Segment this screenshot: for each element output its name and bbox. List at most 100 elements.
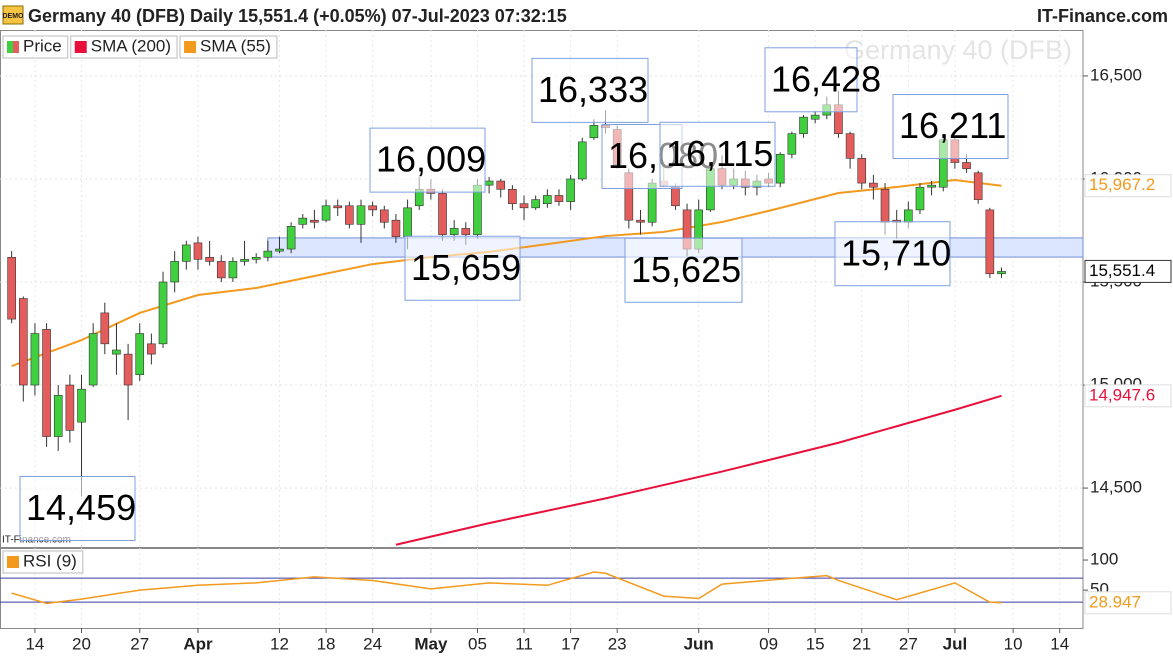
legend-swatch (7, 41, 13, 53)
legend-box (2, 35, 69, 59)
legend-label: SMA (55) (200, 36, 271, 55)
rsi-last-label: 28.947 (1089, 592, 1141, 611)
annotation-box (892, 94, 1009, 160)
candle-body (30, 333, 40, 386)
candle-body (810, 114, 820, 120)
annotation-box (369, 127, 486, 193)
candle-body (205, 256, 214, 262)
annotation-box (624, 237, 743, 303)
legend-box (2, 550, 84, 574)
candle-body (403, 207, 412, 237)
annotation-box (19, 476, 136, 542)
candle-body (799, 116, 808, 134)
candle-body (42, 329, 51, 437)
candle-body (496, 180, 506, 190)
x-tick-label: 23 (608, 634, 627, 653)
candle-body (671, 186, 680, 207)
annotation-label: 16,211 (899, 105, 1006, 146)
close-label: 15,551.4 (1089, 261, 1155, 280)
candle-body (158, 281, 168, 345)
x-tick-label: 27 (899, 634, 918, 653)
candle-body (391, 219, 401, 237)
candle-body (379, 209, 389, 223)
close-label-box (1084, 259, 1172, 283)
candle-body (263, 250, 273, 258)
candle-body (7, 256, 16, 320)
annotation-label: 16,115 (666, 133, 773, 174)
candle-body (298, 217, 308, 225)
candle-body (577, 141, 587, 180)
sma-last-label-box (1084, 174, 1172, 198)
y-tick-label: 14,500 (1090, 478, 1142, 497)
x-tick-label: 20 (72, 634, 91, 653)
x-tick-label: 14 (25, 634, 44, 653)
chart-title: Germany 40 (DFB) Daily 15,551.4 (+0.05%)… (28, 6, 567, 26)
candle-body (531, 199, 540, 209)
candle-body (275, 248, 284, 252)
sma-last-label: 15,967.2 (1089, 175, 1155, 194)
legend-label: RSI (9) (23, 551, 77, 570)
candle-body (112, 349, 121, 355)
x-tick-label: 17 (561, 634, 580, 653)
candle-body (973, 172, 983, 200)
legend-swatch (74, 41, 87, 53)
plot-frame (0, 30, 1084, 548)
x-tick-label: 27 (130, 634, 149, 653)
candle-body (787, 133, 797, 155)
candle-body (100, 312, 110, 345)
candle-body (845, 133, 855, 159)
candle-body (438, 193, 447, 235)
x-tick-label: 09 (759, 634, 778, 653)
logo-icon (2, 5, 24, 25)
x-tick-label: 10 (1004, 634, 1023, 653)
x-tick-label: Jul (943, 634, 968, 653)
candle-body (182, 244, 191, 262)
candle-body (345, 205, 354, 225)
x-tick-label: 15 (806, 634, 825, 653)
annotation-box (834, 221, 951, 287)
candle-body (193, 242, 203, 260)
x-tick-label: Apr (183, 634, 213, 653)
rsi-line (11, 571, 1002, 605)
candle-body (333, 205, 343, 209)
annotation-label: 16,333 (538, 69, 648, 110)
candle-body (228, 261, 238, 279)
annotation-box (531, 57, 649, 123)
x-tick-label: 05 (468, 634, 487, 653)
candle-body (869, 182, 878, 188)
x-tick-label: 12 (270, 634, 289, 653)
x-tick-label: 18 (317, 634, 336, 653)
x-tick-label: 14 (1050, 634, 1069, 653)
candle-body (904, 209, 913, 223)
logo-text: DEMO (3, 13, 25, 20)
candle-body (880, 188, 890, 223)
candle-body (123, 353, 133, 386)
candle-body (589, 125, 599, 139)
candle-body (310, 219, 319, 223)
candle-body (927, 184, 936, 188)
candle-body (77, 388, 86, 423)
candle-body (251, 256, 261, 260)
candle-body (135, 333, 145, 376)
candle-body (65, 384, 75, 431)
candle-body (170, 261, 179, 283)
legend-box (70, 35, 178, 59)
candle-body (484, 180, 494, 186)
candle-body (985, 209, 995, 275)
annotation-label: 15,625 (631, 249, 741, 290)
candle-body (554, 195, 564, 202)
x-tick-label: May (414, 634, 448, 653)
annotation-label: 15,659 (411, 247, 521, 288)
candle-body (915, 186, 925, 211)
legend-box (179, 35, 278, 59)
legend-swatch (7, 556, 19, 568)
candle-body (286, 226, 296, 250)
candle-body (368, 205, 377, 211)
sma-last-label-box (1084, 384, 1172, 408)
legend-label: SMA (200) (91, 36, 171, 55)
candle-body (543, 195, 552, 205)
candle-body (147, 343, 156, 355)
sma-last-label: 14,947.6 (1089, 385, 1155, 404)
candle-body (240, 259, 249, 262)
